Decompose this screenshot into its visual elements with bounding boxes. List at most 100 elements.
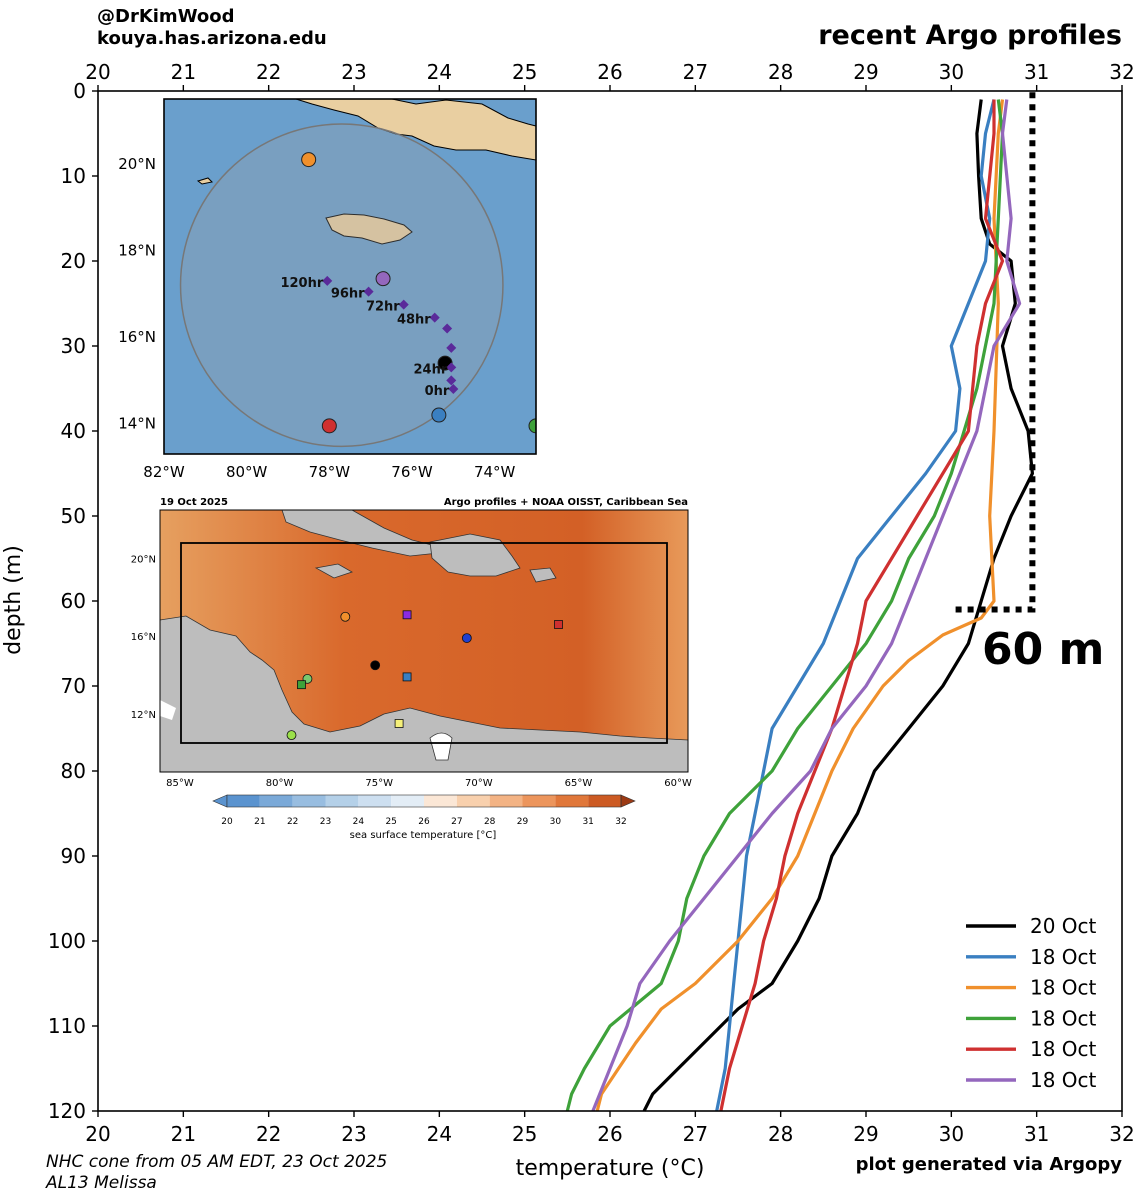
profile-line-purple: [591, 99, 1022, 1112]
x-tick-label-bottom: 29: [853, 1122, 878, 1146]
sst-frame: [159, 509, 689, 773]
colorbar-swatch: [424, 795, 457, 807]
mixed-layer-marker: [955, 91, 1036, 613]
sst-marker-circle: [340, 611, 351, 622]
sst-lon-label: 80°W: [266, 778, 294, 789]
legend-label: 18 Oct: [1030, 1068, 1097, 1092]
profile-line-orange: [595, 99, 1005, 1112]
colorbar-swatch: [555, 795, 589, 807]
colorbar-swatch: [325, 795, 359, 807]
inset-frame: [163, 98, 537, 455]
cone-lat-label: 20°N: [118, 155, 156, 173]
sst-marker-square: [297, 680, 306, 690]
sst-lon-label: 65°W: [565, 778, 593, 789]
track-point: [363, 286, 374, 297]
colorbar-tick-label: 32: [615, 817, 626, 827]
puerto-rico-land: [529, 567, 557, 583]
cone-lat-label: 18°N: [118, 242, 156, 260]
colorbar-swatch: [489, 795, 523, 807]
track-label: 24hr: [414, 362, 448, 377]
colorbar-tick-label: 24: [353, 817, 365, 827]
colorbar-tick-label: 29: [517, 817, 529, 827]
track-point: [446, 362, 457, 373]
track-label: 72hr: [366, 300, 400, 315]
lake-maracaibo: [429, 732, 453, 761]
x-tick-label-top: 29: [853, 60, 878, 84]
generated-note: plot generated via Argopy: [855, 1154, 1122, 1175]
track-point: [322, 275, 333, 286]
nhc-cone-note: NHC cone from 05 AM EDT, 23 Oct 2025: [46, 1152, 388, 1172]
storm-name-note: AL13 Melissa: [46, 1173, 157, 1193]
jamaica-sst-land: [314, 563, 353, 579]
sst-marker-circle: [461, 633, 472, 643]
x-tick-label-bottom: 23: [341, 1122, 366, 1146]
credit-handle: @DrKimWood: [97, 6, 235, 27]
x-tick-label-bottom: 32: [1109, 1122, 1134, 1146]
forecast-cone: [179, 123, 504, 448]
profile-line-red: [719, 99, 1005, 1112]
jamaica-land: [325, 213, 413, 245]
x-tick-label-bottom: 28: [768, 1122, 793, 1146]
x-tick-label-bottom: 26: [597, 1122, 622, 1146]
hispaniola-cuba-land: [295, 99, 536, 161]
track-point: [446, 342, 457, 353]
x-tick-label-top: 23: [341, 60, 366, 84]
colorbar-tick-label: 23: [320, 817, 331, 827]
colorbar-swatch: [391, 795, 424, 807]
colorbar-tick-label: 21: [254, 817, 265, 827]
colorbar-tick-label: 28: [484, 817, 496, 827]
sst-colorbar: 20 21 22 23 24 25 26 27 28 29 30 31 32: [212, 794, 636, 827]
cone-lon-label: 76°W: [391, 463, 433, 481]
colorbar-tick-label: 27: [451, 817, 462, 827]
sst-lon-label: 70°W: [465, 778, 493, 789]
y-tick-label: 10: [61, 164, 86, 188]
argo-float-purple: [375, 271, 391, 287]
sst-lon-label: 60°W: [664, 778, 692, 789]
sst-map-date: 19 Oct 2025: [160, 497, 228, 508]
legend-label: 18 Oct: [1030, 1037, 1097, 1061]
x-axis-label: temperature (°C): [516, 1156, 705, 1181]
legend-label: 18 Oct: [1030, 976, 1097, 1000]
track-point: [429, 312, 440, 323]
cuba-land: [281, 510, 450, 557]
y-tick-label: 110: [48, 1014, 86, 1038]
track-label: 0hr: [425, 384, 450, 399]
x-tick-label-bottom: 25: [512, 1122, 537, 1146]
cone-lon-label: 74°W: [474, 463, 516, 481]
y-tick-label: 100: [48, 929, 86, 953]
track-label: 48hr: [397, 313, 431, 328]
x-tick-label-bottom: 20: [85, 1122, 110, 1146]
x-tick-label-top: 30: [939, 60, 964, 84]
colorbar-swatch: [292, 795, 326, 807]
y-axis: 0 10 20 30 40 50 60 70 80 90 100 110 120: [48, 79, 98, 1123]
cone-lon-label: 82°W: [143, 463, 185, 481]
sst-lon-label: 75°W: [365, 778, 393, 789]
y-tick-label: 80: [61, 759, 86, 783]
argo-float-green: [528, 418, 536, 434]
x-axis-top: 20 21 22 23 24 25 26 27 28 29 30 31 32: [85, 60, 1135, 91]
sst-lat-label: 12°N: [131, 710, 156, 721]
x-axis-bottom: 20 21 22 23 24 25 26 27 28 29 30 31 32: [85, 1111, 1135, 1146]
sst-marker-square: [394, 719, 404, 728]
caribbean-box: [180, 542, 668, 744]
x-tick-label-bottom: 31: [1024, 1122, 1049, 1146]
x-tick-label-top: 32: [1109, 60, 1134, 84]
colorbar-frame: [226, 794, 622, 808]
y-tick-label: 90: [61, 844, 86, 868]
cayman-land: [196, 177, 214, 185]
x-tick-label-bottom: 24: [427, 1122, 452, 1146]
profile-line-black: [642, 99, 1034, 1112]
argo-float-red: [321, 418, 337, 434]
colorbar-tick-label: 25: [385, 817, 396, 827]
y-tick-label: 40: [61, 419, 86, 443]
cone-lat-label: 14°N: [118, 415, 156, 433]
x-tick-label-bottom: 22: [256, 1122, 281, 1146]
pacific-white: [160, 700, 176, 720]
profile-line-green: [565, 99, 1005, 1112]
track-point: [442, 323, 453, 334]
x-tick-label-top: 25: [512, 60, 537, 84]
colorbar-tick-label: 30: [550, 817, 562, 827]
legend: 20 Oct 18 Oct 18 Oct 18 Oct 18 Oct 18 Oct: [966, 914, 1097, 1092]
